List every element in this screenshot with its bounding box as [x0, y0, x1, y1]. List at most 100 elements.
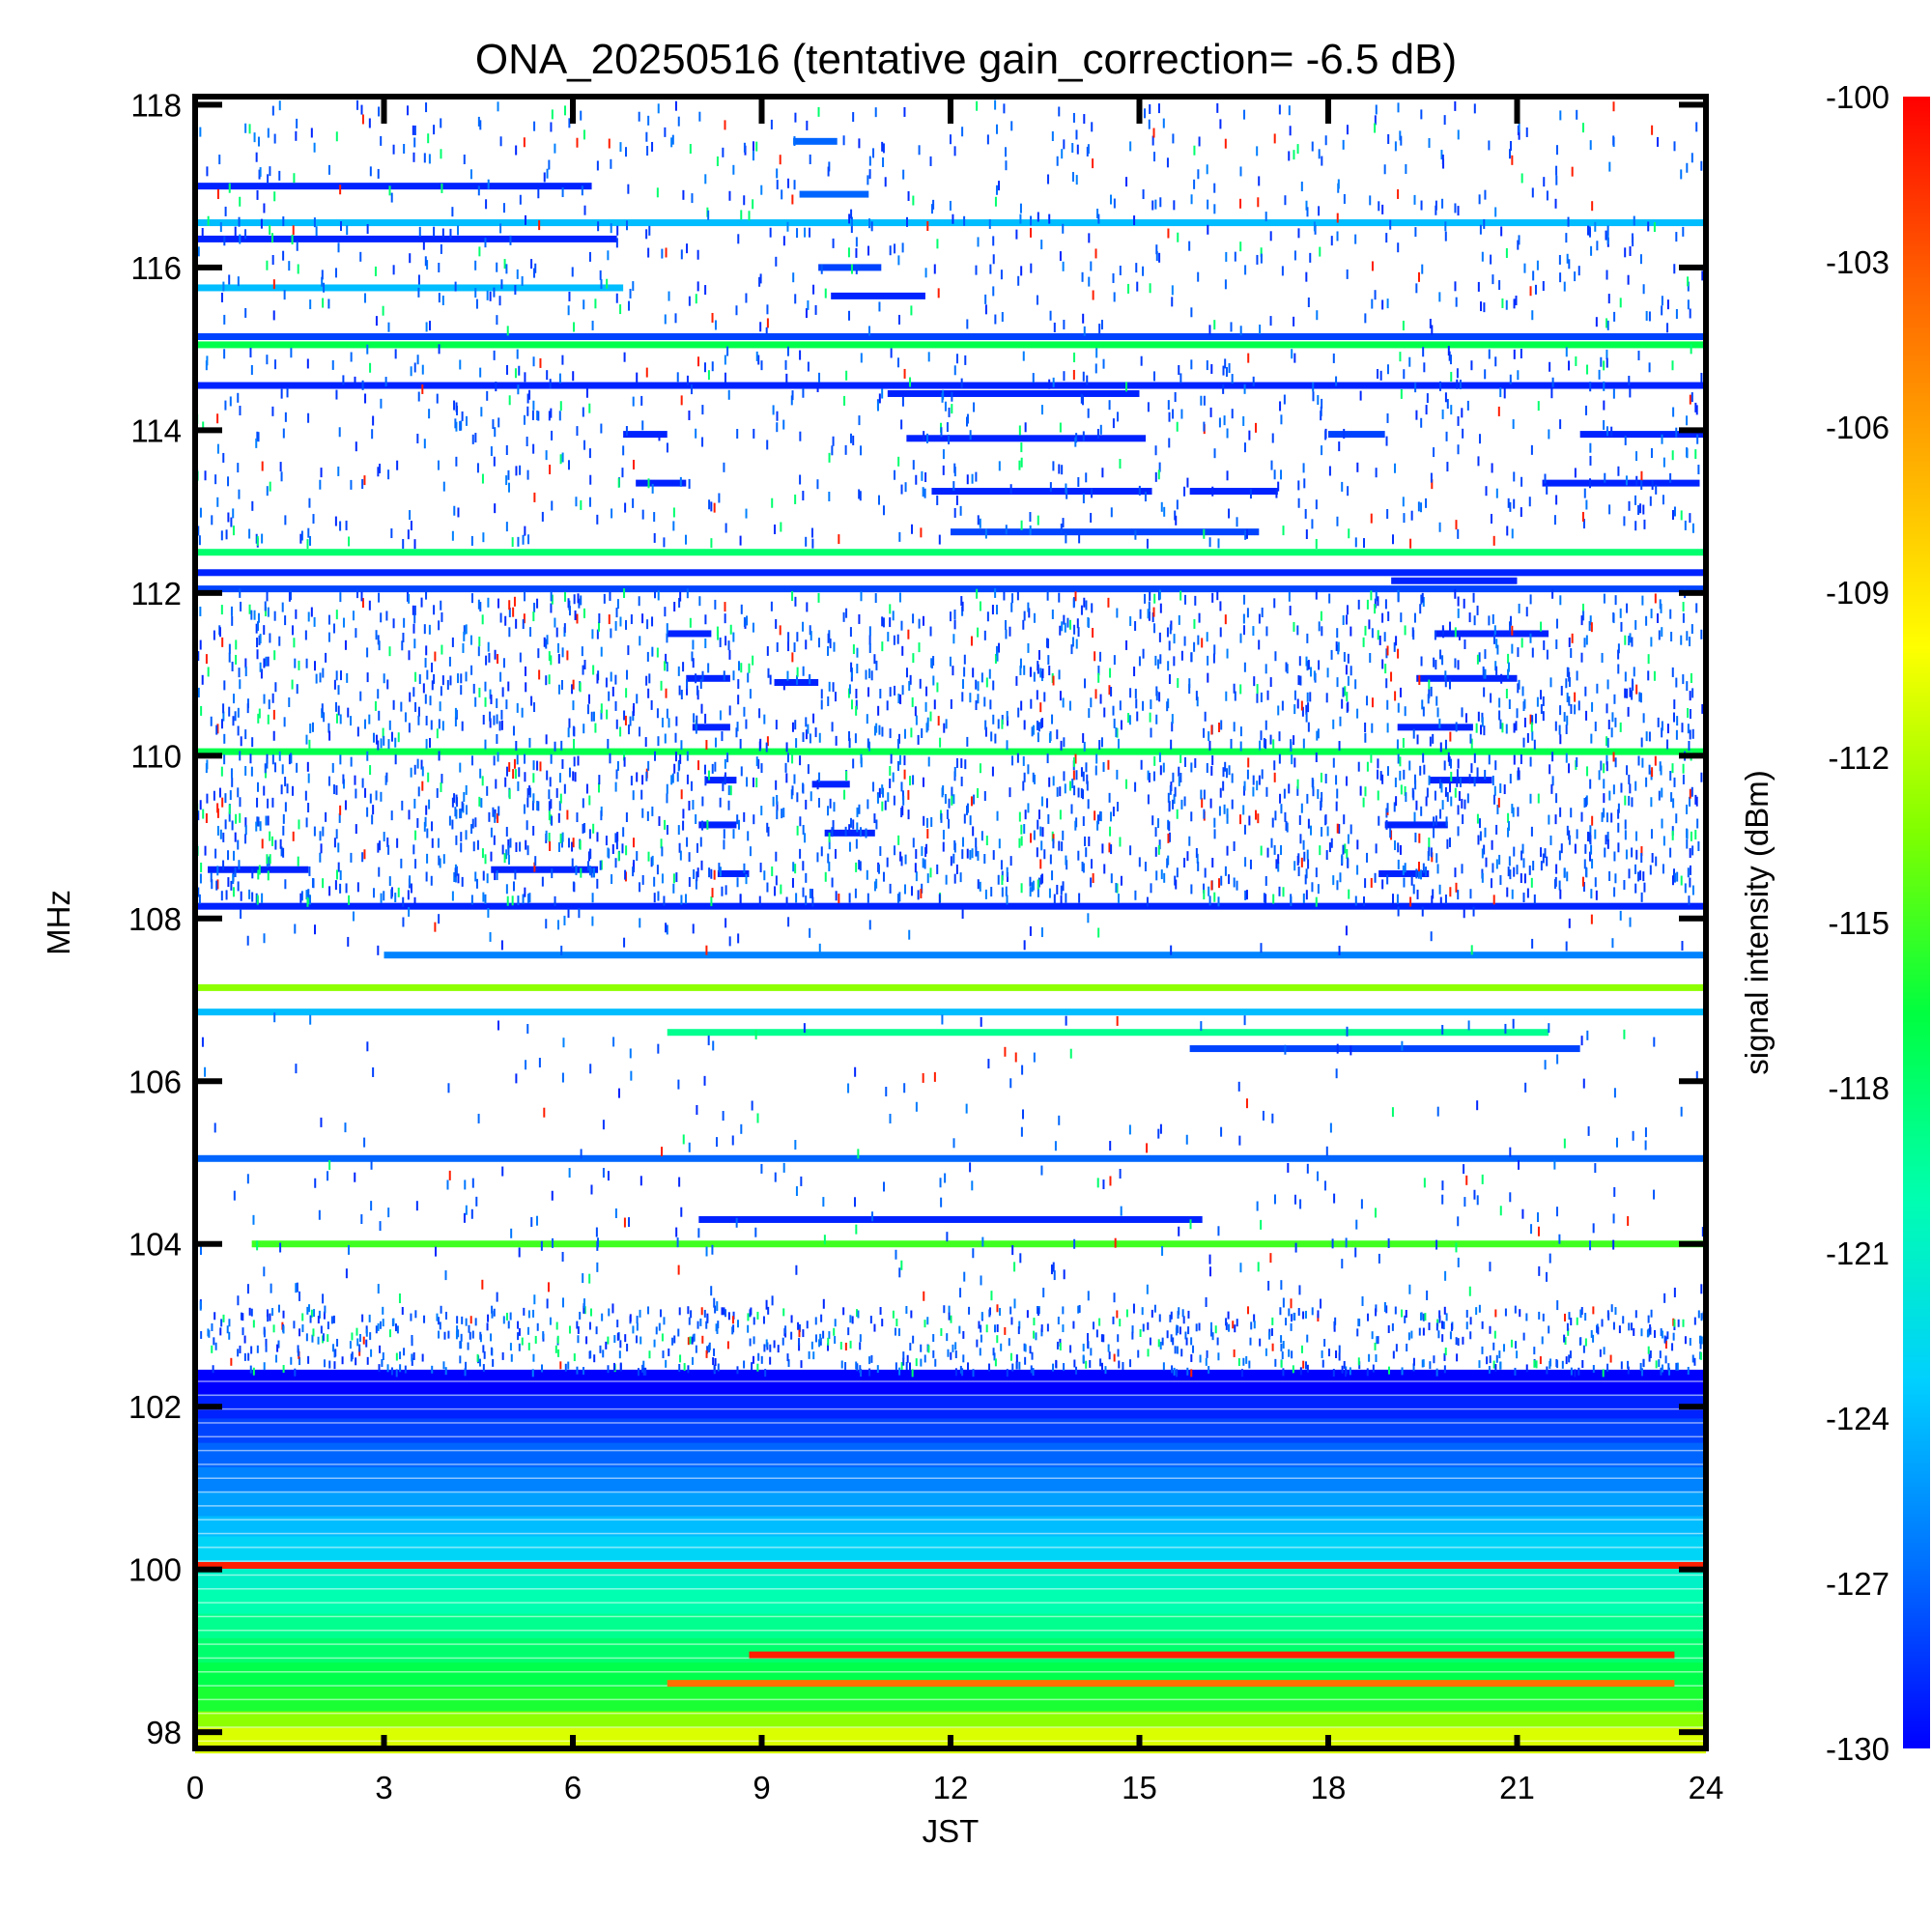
detection-mark [1311, 778, 1314, 788]
detection-mark [322, 668, 325, 678]
detection-mark [220, 530, 223, 541]
detection-mark [347, 1244, 350, 1255]
detection-mark [978, 1321, 980, 1329]
detection-mark [242, 1313, 244, 1321]
detection-mark [1553, 879, 1556, 890]
detection-mark [1386, 508, 1389, 519]
detection-mark [1509, 774, 1512, 784]
detection-mark [551, 868, 554, 879]
detection-mark [1231, 374, 1234, 384]
detection-mark [1203, 883, 1206, 894]
detection-mark [237, 881, 240, 892]
detection-mark [323, 1311, 326, 1320]
detection-mark [1694, 794, 1697, 805]
detection-mark [600, 703, 603, 714]
detection-mark [1410, 875, 1413, 886]
detection-mark [309, 724, 312, 734]
detection-mark [249, 1365, 252, 1374]
detection-mark [1417, 501, 1420, 512]
detection-mark [1041, 668, 1044, 679]
detection-mark [1628, 636, 1631, 646]
detection-mark [198, 535, 201, 546]
detection-mark [1392, 1350, 1395, 1359]
detection-mark [1173, 794, 1176, 805]
detection-mark [361, 1314, 364, 1322]
detection-mark [605, 836, 608, 846]
detection-mark [387, 739, 390, 750]
detection-mark [1349, 1367, 1351, 1376]
detection-mark [431, 662, 434, 672]
detection-mark [1399, 756, 1402, 767]
detection-mark [1280, 1280, 1283, 1291]
detection-mark [234, 226, 237, 237]
detection-mark [1053, 894, 1056, 904]
detection-mark [1072, 1321, 1075, 1329]
detection-mark [692, 639, 695, 650]
detection-mark [1526, 732, 1529, 743]
detection-mark [1336, 880, 1339, 891]
detection-mark [608, 614, 611, 625]
detection-mark [1300, 700, 1303, 711]
detection-mark [612, 1037, 615, 1047]
detection-mark [1691, 688, 1694, 698]
detection-mark [1107, 759, 1110, 770]
detection-mark [1396, 894, 1399, 904]
detection-mark [1491, 839, 1493, 850]
detection-mark [430, 720, 433, 730]
detection-mark [695, 1345, 697, 1353]
detection-mark [747, 672, 750, 683]
signal-segment [704, 777, 737, 784]
detection-mark [585, 387, 588, 398]
detection-mark [199, 800, 202, 810]
detection-mark [1032, 373, 1035, 384]
detection-mark [1434, 790, 1436, 801]
detection-mark [1495, 824, 1498, 835]
detection-mark [1017, 707, 1020, 718]
detection-mark [197, 810, 200, 821]
detection-mark [576, 1321, 579, 1329]
detection-mark [1001, 875, 1004, 886]
detection-mark [1282, 1368, 1285, 1377]
detection-mark [1328, 842, 1331, 853]
detection-mark [1582, 611, 1585, 621]
detection-mark [908, 929, 911, 940]
detection-mark [482, 870, 485, 881]
detection-mark [1660, 1328, 1662, 1337]
detection-mark [1094, 651, 1096, 662]
detection-mark [666, 924, 668, 935]
detection-mark [559, 793, 562, 804]
detection-mark [1419, 1312, 1422, 1321]
detection-mark [1203, 809, 1206, 819]
detection-mark [1315, 538, 1318, 549]
detection-mark [1537, 1226, 1540, 1236]
detection-mark [756, 1113, 759, 1123]
detection-mark [1499, 783, 1502, 794]
detection-mark [1446, 399, 1449, 410]
detection-mark [927, 756, 930, 767]
detection-mark [1233, 683, 1236, 694]
detection-mark [1078, 533, 1081, 544]
detection-mark [216, 413, 219, 424]
detection-mark [860, 827, 863, 838]
detection-mark [555, 1321, 558, 1330]
detection-mark [528, 737, 531, 748]
detection-mark [465, 784, 468, 795]
detection-mark [1070, 804, 1073, 814]
detection-mark [834, 692, 837, 702]
detection-mark [1209, 798, 1212, 809]
detection-mark [976, 588, 979, 599]
detection-mark [713, 1364, 716, 1373]
detection-mark [1662, 836, 1665, 846]
detection-mark [413, 896, 416, 907]
detection-mark [1426, 393, 1429, 404]
detection-mark [401, 800, 404, 810]
detection-mark [1551, 776, 1554, 786]
detection-mark [1139, 1328, 1142, 1337]
detection-mark [896, 738, 899, 749]
detection-mark [542, 1331, 545, 1340]
detection-mark [228, 1319, 231, 1327]
detection-mark [1321, 791, 1323, 802]
detection-mark [658, 431, 661, 441]
detection-mark [716, 1137, 719, 1148]
detection-mark [299, 533, 302, 544]
